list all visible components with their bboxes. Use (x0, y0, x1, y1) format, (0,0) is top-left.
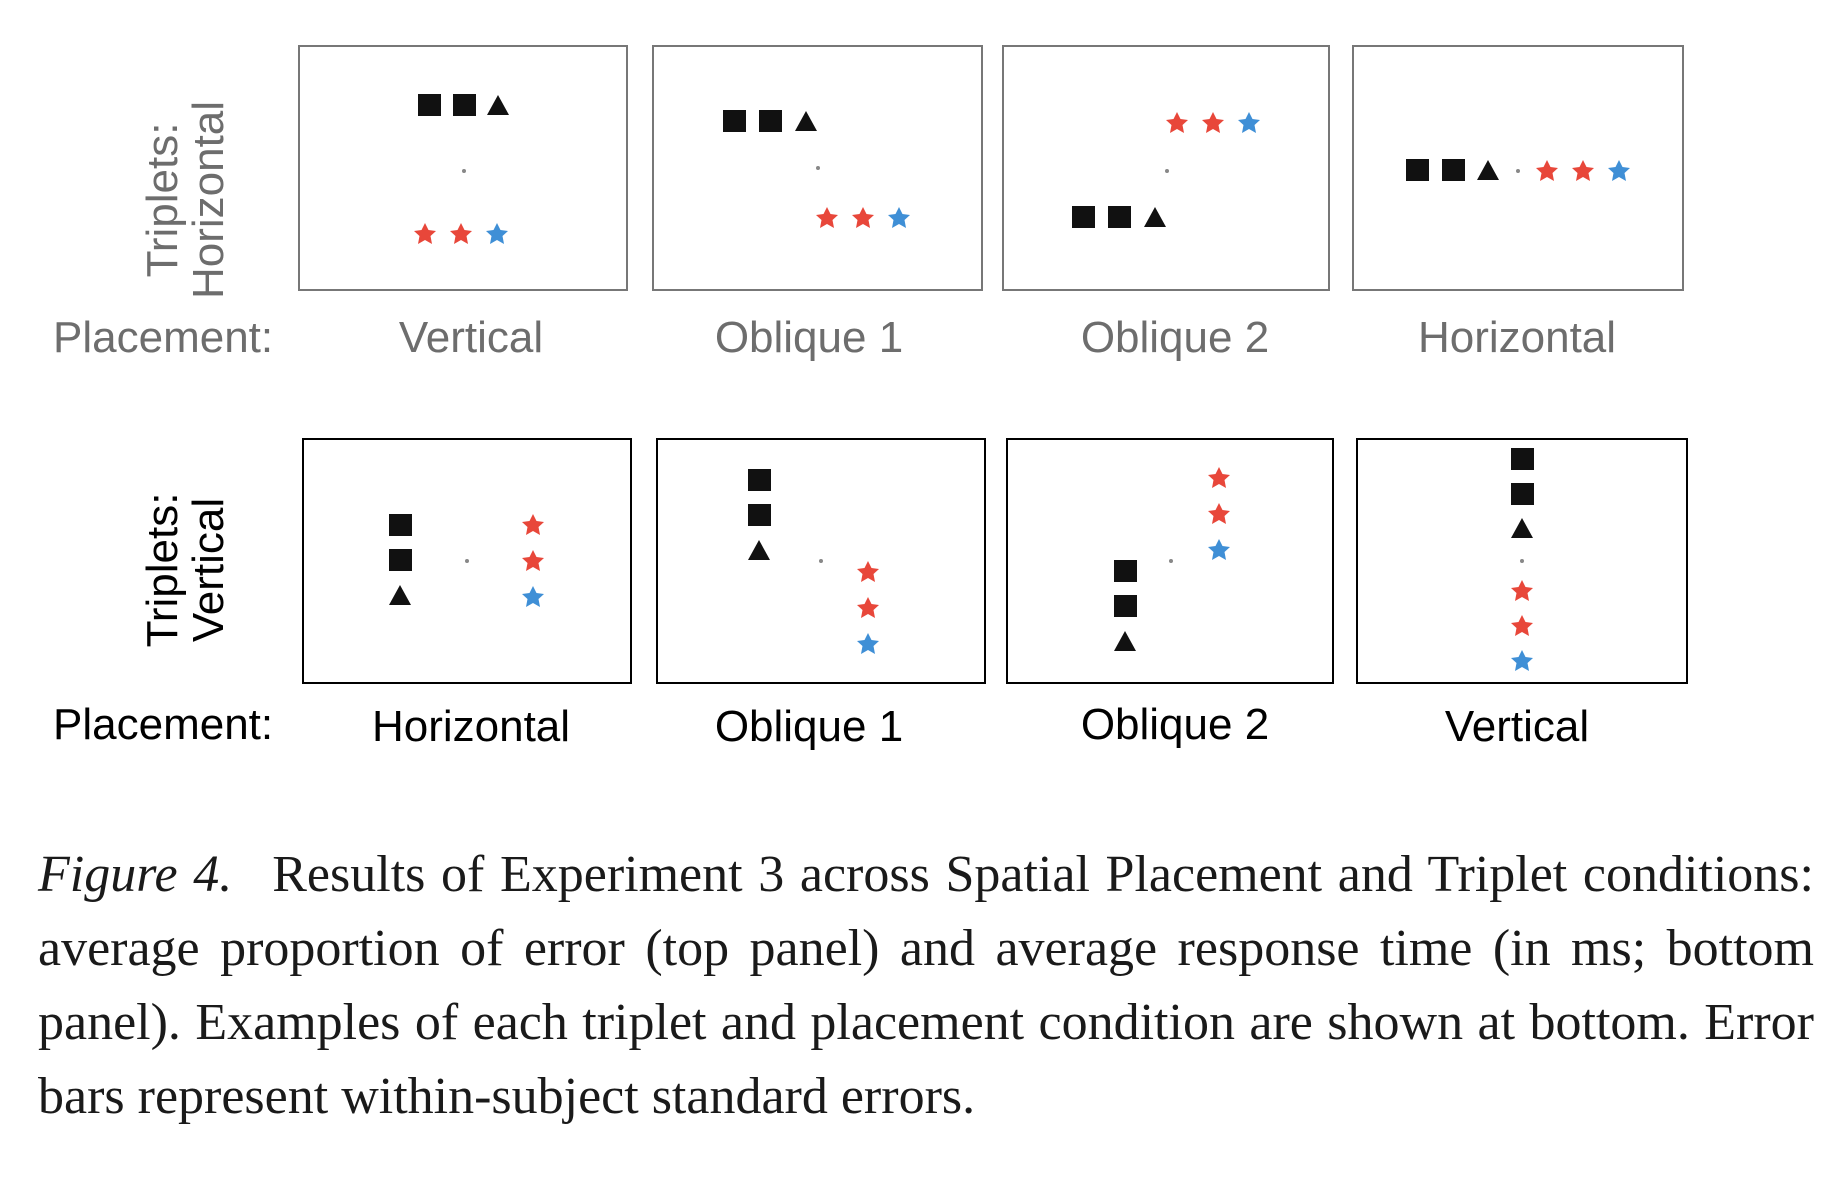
panel-bottom-oblique-2 (1006, 438, 1334, 684)
fixation-dot (1165, 169, 1169, 173)
star-red-2 (1572, 160, 1594, 181)
square-2 (389, 549, 412, 571)
triangle (389, 585, 411, 605)
square-1 (723, 110, 746, 132)
fixation-dot (819, 559, 823, 563)
triangle (748, 540, 770, 560)
figure-caption: Figure 4. Results of Experiment 3 across … (38, 838, 1814, 1134)
condition-label-top-3: Oblique 2 (1080, 313, 1270, 362)
placement-label-top: Placement: (53, 313, 274, 362)
square-2 (759, 110, 782, 132)
triangle (795, 111, 817, 131)
triangle (1477, 160, 1499, 180)
square-2 (1108, 206, 1131, 228)
triangle (1511, 518, 1533, 538)
row-label-line1: Triplets: (138, 122, 187, 278)
fixation-dot (465, 559, 469, 563)
star-red-2 (1202, 112, 1224, 133)
star-red-2 (857, 597, 879, 618)
square-2 (1511, 483, 1534, 505)
fixation-dot (1516, 169, 1520, 173)
placement-label-bottom: Placement: (53, 700, 274, 749)
square-1 (1406, 159, 1429, 181)
condition-label-top-1: Vertical (398, 313, 544, 362)
panel-bottom-horizontal (302, 438, 632, 684)
star-red-1 (522, 514, 544, 535)
triangle (1144, 207, 1166, 227)
panel-top-vertical (298, 45, 628, 291)
square-1 (389, 514, 412, 536)
condition-label-bottom-1: Horizontal (371, 702, 571, 751)
star-red-2 (852, 207, 874, 228)
panel-top-horizontal (1352, 45, 1684, 291)
star-red-1 (1166, 112, 1188, 133)
square-2 (1114, 595, 1137, 617)
row-label-triplets-vertical: Triplets: Vertical (138, 420, 240, 720)
square-1 (1511, 448, 1534, 470)
star-red-1 (1511, 580, 1533, 601)
star-red-2 (450, 223, 472, 244)
square-2 (453, 94, 476, 116)
star-red-1 (857, 561, 879, 582)
condition-label-top-2: Oblique 1 (714, 313, 904, 362)
star-red-2 (1511, 615, 1533, 636)
star-blue (857, 633, 879, 654)
triangle (487, 95, 509, 115)
star-red-1 (414, 223, 436, 244)
panel-bottom-vertical (1356, 438, 1688, 684)
square-2 (748, 504, 771, 526)
row-label-line1: Triplets: (138, 492, 187, 648)
panel-top-oblique-2 (1002, 45, 1330, 291)
panel-bottom-oblique-1 (656, 438, 986, 684)
star-blue (1511, 650, 1533, 671)
square-2 (1442, 159, 1465, 181)
star-red-1 (1536, 160, 1558, 181)
star-red-2 (1208, 503, 1230, 524)
fixation-dot (1520, 559, 1524, 563)
star-red-1 (816, 207, 838, 228)
fixation-dot (1169, 559, 1173, 563)
row-label-line2: Vertical (184, 497, 233, 643)
caption-text: Results of Experiment 3 across Spatial P… (38, 846, 1814, 1125)
square-1 (748, 469, 771, 491)
square-1 (1072, 206, 1095, 228)
triangle (1114, 631, 1136, 651)
square-1 (418, 94, 441, 116)
fixation-dot (462, 169, 466, 173)
panel-top-oblique-1 (652, 45, 983, 291)
square-1 (1114, 560, 1137, 582)
star-blue (522, 586, 544, 607)
star-blue (486, 223, 508, 244)
star-red-2 (522, 550, 544, 571)
row-label-triplets-horizontal: Triplets: Horizontal (138, 50, 240, 350)
stimulus-examples-figure: Triplets: Horizontal Placement: (53, 45, 1688, 751)
condition-label-bottom-4: Vertical (1444, 702, 1590, 751)
star-blue (1238, 112, 1260, 133)
condition-label-top-4: Horizontal (1417, 313, 1617, 362)
condition-label-bottom-2: Oblique 1 (714, 702, 904, 751)
star-blue (1208, 539, 1230, 560)
condition-label-bottom-3: Oblique 2 (1080, 700, 1270, 749)
star-blue (888, 207, 910, 228)
star-blue (1608, 160, 1630, 181)
star-red-1 (1208, 467, 1230, 488)
fixation-dot (816, 166, 820, 170)
caption-figure-label: Figure 4. (38, 846, 233, 903)
row-label-line2: Horizontal (184, 100, 233, 300)
